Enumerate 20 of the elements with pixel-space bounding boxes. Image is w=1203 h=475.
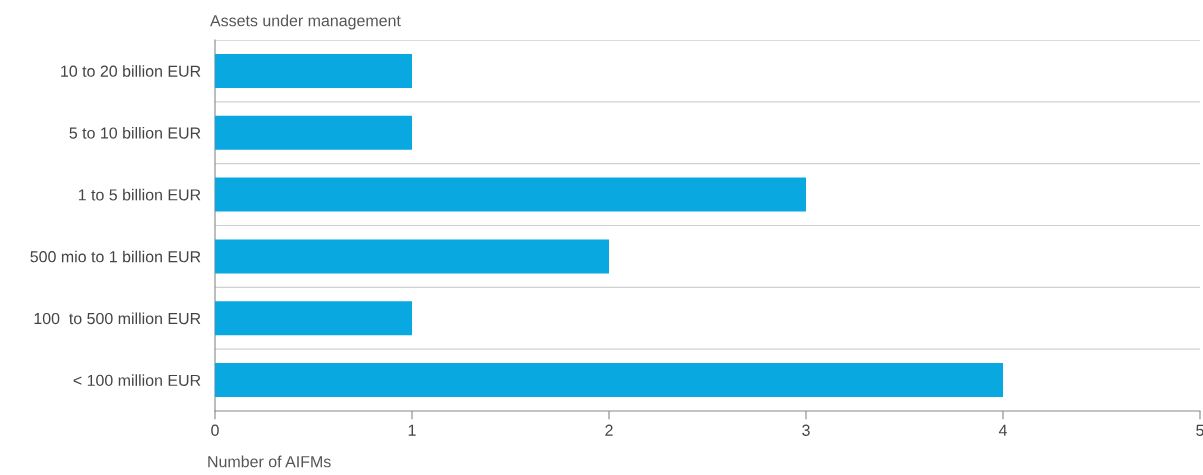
y-tick-label: < 100 million EUR [73,374,201,387]
y-tick-label: 10 to 20 billion EUR [61,65,201,77]
bar [215,177,806,212]
bar [215,53,412,88]
y-tick-label: 100 to 500 million EUR [34,312,201,325]
bar [215,301,412,336]
x-axis-title: Number of AIFMs [208,455,331,468]
bar [215,115,412,150]
x-tick-label: 4 [998,424,1007,436]
bar [215,363,1003,398]
x-tick-label: 1 [408,424,416,436]
x-tick-label: 3 [802,424,810,436]
x-tick-label: 2 [605,424,613,436]
x-tick-label: 5 [1196,424,1203,436]
y-tick-label: 1 to 5 billion EUR [78,188,201,201]
x-tick-label: 0 [211,424,219,436]
bar [215,239,609,274]
y-axis-title: Assets under management [210,14,401,30]
y-tick-label: 500 mio to 1 billion EUR [30,250,201,263]
y-tick-label: 5 to 10 billion EUR [69,126,201,139]
